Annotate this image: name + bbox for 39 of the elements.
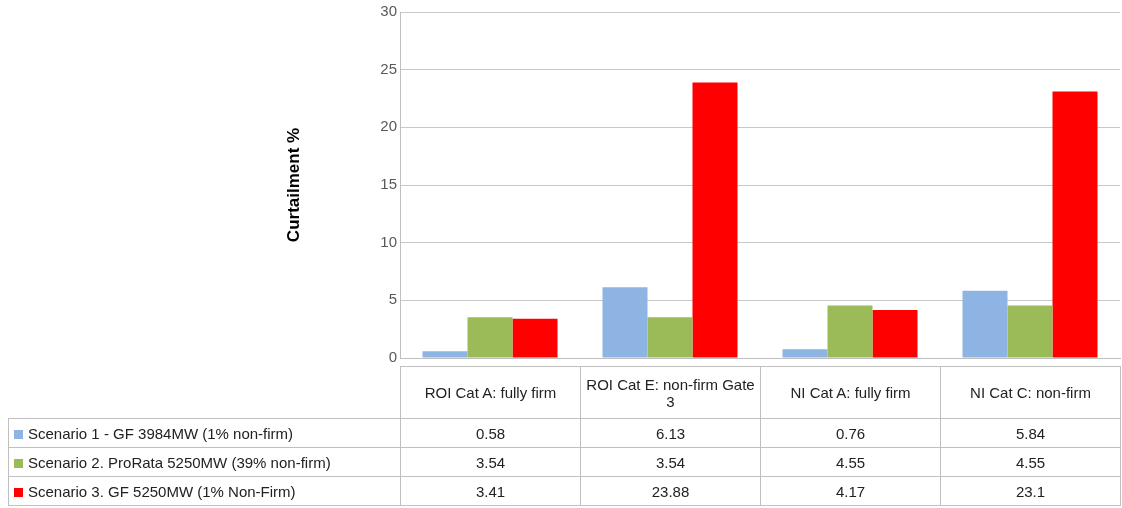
data-label: 3.54	[400, 447, 581, 477]
data-label: 23.88	[580, 476, 761, 506]
data-label: 3.54	[580, 447, 761, 477]
bar	[422, 351, 468, 358]
bar	[602, 287, 648, 358]
data-label: 6.13	[580, 418, 761, 448]
x-tick-label: NI Cat C: non-firm	[940, 366, 1121, 419]
legend-label: Scenario 2. ProRata 5250MW (39% non-firm)	[8, 447, 401, 477]
x-tick-label: NI Cat A: fully firm	[760, 366, 941, 419]
y-tick-label: 0	[388, 348, 397, 366]
x-tick-label: ROI Cat E: non-firm Gate 3	[580, 366, 761, 419]
data-label: 5.84	[940, 418, 1121, 448]
y-tick-label: 25	[380, 59, 397, 77]
legend-label: Scenario 1 - GF 3984MW (1% non-firm)	[8, 418, 401, 448]
bar	[1052, 91, 1098, 358]
bar	[827, 305, 873, 358]
bar	[512, 318, 558, 358]
legend-label: Scenario 3. GF 5250MW (1% Non-Firm)	[8, 476, 401, 506]
x-tick-label: ROI Cat A: fully firm	[400, 366, 581, 419]
data-label: 4.55	[760, 447, 941, 477]
bar	[1007, 305, 1053, 358]
bar	[872, 309, 918, 358]
y-tick-label: 30	[380, 2, 397, 20]
bar	[692, 82, 738, 358]
y-axis-title: Curtailment %	[283, 127, 303, 243]
y-tick-label: 5	[388, 290, 397, 308]
bar	[782, 349, 828, 358]
data-label: 4.17	[760, 476, 941, 506]
bar	[467, 317, 513, 358]
y-tick-label: 15	[380, 175, 397, 193]
data-label: 0.76	[760, 418, 941, 448]
data-label: 3.41	[400, 476, 581, 506]
y-tick-label: 10	[380, 232, 397, 250]
bar	[962, 290, 1008, 358]
data-label: 4.55	[940, 447, 1121, 477]
data-label: 23.1	[940, 476, 1121, 506]
data-label: 0.58	[400, 418, 581, 448]
bar	[647, 317, 693, 358]
y-tick-label: 20	[380, 117, 397, 135]
